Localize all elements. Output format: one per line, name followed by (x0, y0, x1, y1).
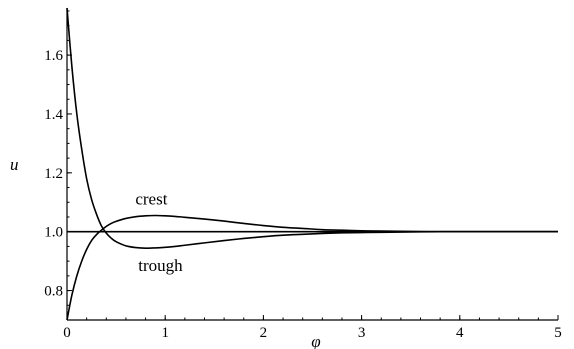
x-tick-label: 0 (63, 325, 71, 341)
y-tick-label: 1.2 (44, 166, 63, 182)
x-tick-label: 3 (358, 325, 366, 341)
x-tick-label: 4 (456, 325, 464, 341)
annotation-trough: trough (138, 256, 183, 275)
y-tick-label: 1.0 (44, 225, 63, 241)
x-tick-label: 2 (260, 325, 268, 341)
y-tick-label: 1.6 (44, 48, 63, 64)
x-tick-label: 1 (161, 325, 169, 341)
y-tick-label: 1.4 (44, 107, 63, 123)
series-line-crest (66, 214, 558, 321)
y-axis-label: u (10, 155, 19, 174)
x-tick-label: 5 (554, 325, 562, 341)
y-tick-label: 0.8 (44, 284, 63, 300)
annotation-crest: crest (135, 190, 167, 209)
plot-area: crest trough (66, 7, 558, 321)
series-line-trough (66, 7, 558, 249)
x-axis-label: φ (311, 332, 320, 349)
axes: 0 1 2 3 4 5 0.8 1.0 1.2 1.4 1.6 (44, 8, 562, 341)
